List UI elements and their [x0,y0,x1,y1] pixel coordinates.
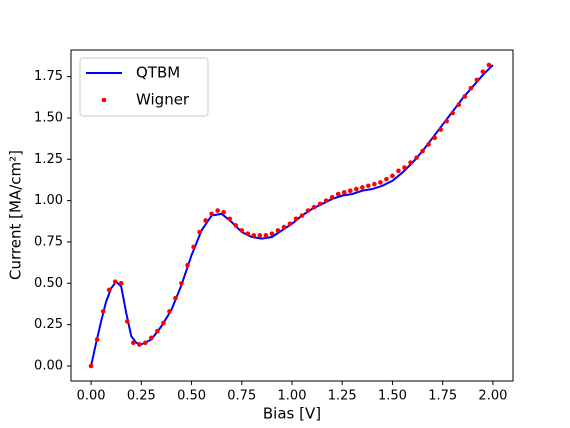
data-point [233,223,239,228]
data-point [161,320,166,326]
legend-label: Wigner [136,91,190,109]
data-point [245,231,251,236]
y-tick-label: 0.25 [34,317,63,332]
data-point [353,186,359,192]
data-point [372,181,377,187]
y-axis-label: Current [MA/cm²] [7,150,25,280]
y-tick-label: 0.75 [34,234,63,249]
x-tick-label: 0.50 [177,389,206,404]
data-point [474,77,480,83]
data-point [468,85,474,91]
data-point [239,228,245,233]
data-point [378,180,383,185]
data-point [396,168,401,174]
data-point [360,185,365,190]
data-point [317,201,323,207]
plot-frame [70,49,514,382]
data-point [456,102,462,108]
data-point [106,287,112,293]
data-point [227,216,233,222]
y-tick-label: 1.50 [34,110,63,125]
data-point [118,280,124,286]
data-point [444,118,450,124]
data-point [149,335,154,341]
data-point [293,216,299,222]
data-point [366,183,371,189]
data-point [486,62,492,68]
data-point [311,204,317,210]
data-point [179,280,184,286]
x-tick-label: 1.25 [328,389,357,404]
legend-swatch [101,97,107,103]
data-point [143,340,148,346]
data-point [426,142,431,147]
data-point [191,244,196,250]
data-point [402,165,407,170]
data-point [251,233,257,238]
data-point [432,135,437,141]
data-point [414,155,419,160]
data-point [269,231,275,236]
data-point [329,195,335,200]
data-point [167,309,172,314]
data-point [215,208,220,213]
legend-label: QTBM [136,64,180,82]
data-point [450,110,456,116]
x-tick-label: 0.25 [127,389,156,404]
data-point [263,233,269,238]
data-point [281,224,287,230]
data-point [185,262,190,268]
data-point [275,228,281,233]
data-point [173,295,178,301]
data-point [408,160,413,165]
data-point [480,69,486,74]
data-point [130,340,136,346]
data-point [88,363,94,369]
data-point [347,188,353,193]
y-tick-label: 0.00 [34,358,63,373]
x-axis-label: Bias [V] [263,405,321,423]
data-point [257,233,263,238]
data-point [100,309,106,314]
data-point [203,218,208,223]
x-tick-label: 2.00 [478,389,507,404]
data-point [335,191,341,197]
y-tick-label: 1.25 [34,152,63,167]
data-point [305,208,311,213]
data-point [462,94,468,99]
data-point [438,127,443,132]
data-point [384,176,389,182]
x-tick-label: 1.50 [378,389,407,404]
data-point [287,221,293,227]
x-tick-label: 1.75 [428,389,457,404]
data-point [390,173,395,179]
data-point [341,190,347,195]
data-point [197,229,202,235]
data-point [137,342,142,347]
y-tick-label: 1.00 [34,193,63,208]
data-point [420,148,425,154]
data-point [94,337,100,342]
data-point [124,319,130,324]
data-point [299,213,305,218]
data-point [323,198,329,203]
x-tick-label: 0.00 [77,389,106,404]
y-tick-label: 1.75 [34,69,63,84]
data-point [209,211,214,217]
data-point [112,279,118,284]
x-tick-label: 0.75 [227,389,256,404]
data-point [155,328,160,334]
data-point [221,209,226,215]
y-tick-label: 0.50 [34,276,63,291]
x-tick-label: 1.00 [278,389,307,404]
